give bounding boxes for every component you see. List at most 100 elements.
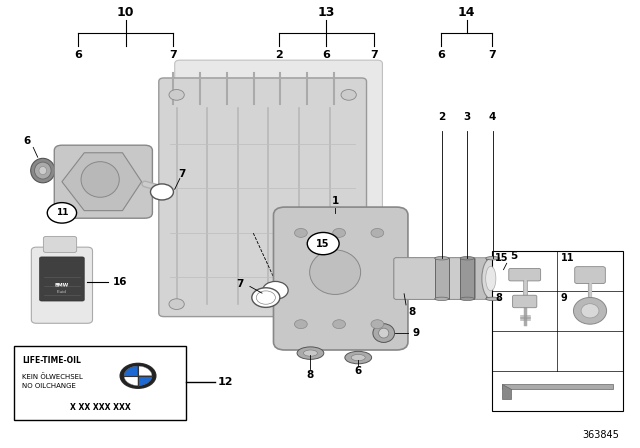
Wedge shape <box>120 363 156 388</box>
Text: 2: 2 <box>438 112 445 121</box>
Text: X XX XXX XXX: X XX XXX XXX <box>70 403 131 412</box>
Text: KEIN ÖLWECHSEL: KEIN ÖLWECHSEL <box>22 373 83 380</box>
Bar <box>492 251 623 411</box>
Circle shape <box>371 228 384 237</box>
Bar <box>460 258 474 299</box>
Text: 7: 7 <box>371 50 378 60</box>
Circle shape <box>371 320 384 329</box>
Text: 2: 2 <box>275 50 282 60</box>
FancyBboxPatch shape <box>575 267 605 284</box>
Circle shape <box>169 90 184 100</box>
Circle shape <box>333 228 346 237</box>
Ellipse shape <box>486 297 500 301</box>
Circle shape <box>294 228 307 237</box>
Text: 15: 15 <box>316 239 330 249</box>
Text: 13: 13 <box>317 6 335 19</box>
FancyBboxPatch shape <box>31 247 93 323</box>
Ellipse shape <box>303 350 317 356</box>
Wedge shape <box>124 376 138 386</box>
Text: 6: 6 <box>323 50 330 60</box>
Text: 6: 6 <box>355 366 362 376</box>
FancyBboxPatch shape <box>394 258 476 299</box>
Circle shape <box>333 320 346 329</box>
Circle shape <box>169 299 184 310</box>
Text: 6: 6 <box>74 50 82 60</box>
Text: 16: 16 <box>113 277 127 287</box>
Text: 8: 8 <box>409 306 416 317</box>
FancyBboxPatch shape <box>394 258 488 299</box>
Ellipse shape <box>35 162 51 179</box>
Text: 6: 6 <box>437 50 445 60</box>
Ellipse shape <box>435 257 449 260</box>
Circle shape <box>252 288 280 307</box>
Ellipse shape <box>460 257 474 260</box>
Bar <box>14 346 186 420</box>
Bar <box>435 258 449 299</box>
Text: NO OILCHANGE: NO OILCHANGE <box>22 383 76 389</box>
FancyBboxPatch shape <box>175 60 383 299</box>
Text: LIFE-TIME-OIL: LIFE-TIME-OIL <box>22 356 81 365</box>
Ellipse shape <box>486 257 500 260</box>
Text: 7: 7 <box>178 169 185 179</box>
FancyBboxPatch shape <box>273 207 408 350</box>
Ellipse shape <box>435 297 449 301</box>
FancyBboxPatch shape <box>40 257 84 301</box>
Ellipse shape <box>482 258 500 298</box>
Text: 7: 7 <box>488 50 496 60</box>
Text: 11: 11 <box>56 208 68 217</box>
Text: 1: 1 <box>332 196 339 206</box>
Text: 4: 4 <box>489 112 497 121</box>
Wedge shape <box>138 376 152 386</box>
Circle shape <box>294 320 307 329</box>
Text: Fluid: Fluid <box>57 290 67 294</box>
Text: 7: 7 <box>170 50 177 60</box>
Text: 10: 10 <box>117 6 134 19</box>
Text: 9: 9 <box>561 293 567 303</box>
Ellipse shape <box>373 324 394 342</box>
Text: 7: 7 <box>237 279 244 289</box>
Bar <box>486 258 500 299</box>
Text: 3: 3 <box>463 112 471 121</box>
Text: 8: 8 <box>495 293 502 303</box>
Circle shape <box>120 363 156 388</box>
Text: 363845: 363845 <box>582 430 620 440</box>
Ellipse shape <box>573 297 607 324</box>
Text: 12: 12 <box>218 377 234 387</box>
FancyBboxPatch shape <box>159 78 367 317</box>
Circle shape <box>307 233 339 255</box>
Wedge shape <box>124 366 138 376</box>
Ellipse shape <box>460 297 474 301</box>
FancyBboxPatch shape <box>44 237 77 253</box>
Ellipse shape <box>345 351 372 364</box>
Ellipse shape <box>379 328 389 338</box>
FancyBboxPatch shape <box>513 295 537 308</box>
Polygon shape <box>502 384 511 399</box>
FancyBboxPatch shape <box>509 268 541 281</box>
Circle shape <box>341 90 356 100</box>
Text: 6: 6 <box>23 136 31 146</box>
Ellipse shape <box>310 250 360 294</box>
Text: BMW: BMW <box>55 283 69 288</box>
Circle shape <box>47 202 77 223</box>
Ellipse shape <box>581 304 599 318</box>
Text: 15: 15 <box>495 253 509 263</box>
Ellipse shape <box>351 354 365 361</box>
Polygon shape <box>502 384 613 389</box>
Circle shape <box>262 281 288 299</box>
FancyBboxPatch shape <box>54 145 152 218</box>
Ellipse shape <box>486 266 496 291</box>
Text: 11: 11 <box>561 253 574 263</box>
Text: 5: 5 <box>510 251 517 261</box>
Ellipse shape <box>39 167 47 175</box>
Text: 8: 8 <box>307 370 314 380</box>
Circle shape <box>256 291 275 304</box>
Ellipse shape <box>81 162 119 197</box>
Text: 9: 9 <box>412 328 420 338</box>
Circle shape <box>341 299 356 310</box>
Ellipse shape <box>31 158 55 183</box>
Circle shape <box>150 184 173 200</box>
Ellipse shape <box>297 347 324 359</box>
Polygon shape <box>62 153 141 211</box>
Wedge shape <box>138 366 152 376</box>
Text: 14: 14 <box>458 6 476 19</box>
